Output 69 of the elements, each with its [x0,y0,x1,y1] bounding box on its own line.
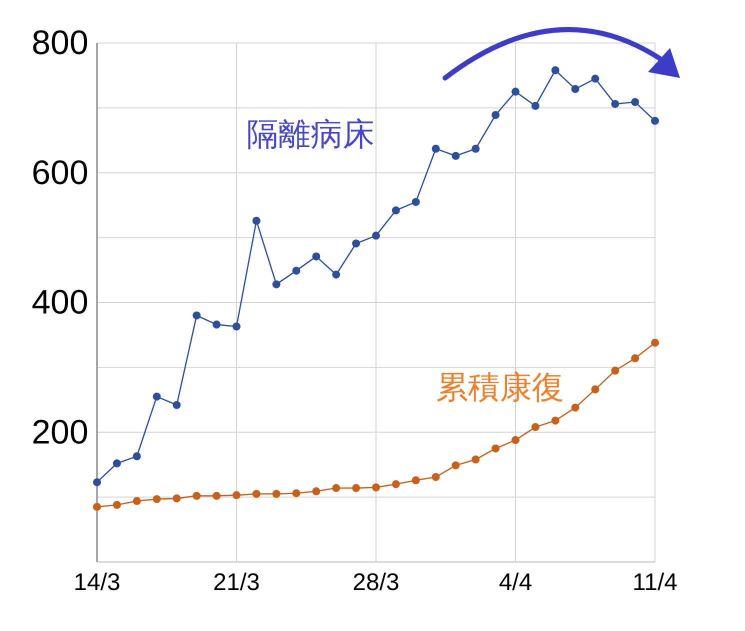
point [392,206,400,214]
point [232,491,240,500]
point [93,502,101,511]
point [531,102,540,110]
point [472,455,480,464]
point [312,252,320,260]
point [571,85,580,94]
point [631,98,640,106]
point [432,473,440,482]
point [132,497,141,506]
point [212,492,221,500]
point [192,311,201,320]
point [172,494,181,502]
point [472,144,480,153]
point [551,66,560,74]
point [152,495,161,504]
point [212,320,221,329]
series-label: 隔離病床 [246,114,374,153]
point [432,144,440,153]
point [412,198,420,206]
point [372,483,380,492]
y-tick-label: 600 [32,154,88,192]
point [132,452,141,460]
point [93,478,101,486]
point [591,385,600,394]
point [352,239,360,248]
point [192,492,201,500]
point [412,476,420,484]
point [372,232,380,240]
point [172,401,181,410]
y-tick-label: 200 [32,413,88,452]
x-tick-label: 21/3 [213,569,260,596]
point [332,484,340,492]
point [392,480,400,488]
point [252,216,260,225]
point [611,366,620,375]
point [352,484,360,492]
point [272,280,280,288]
point [232,322,240,331]
x-tick-label: 4/4 [498,569,532,596]
point [272,490,280,498]
point [452,461,460,470]
point [631,354,640,362]
x-tick-label: 28/3 [352,569,400,596]
point [531,423,540,432]
point [571,404,580,412]
y-tick-label: 400 [32,284,88,322]
point [252,490,260,498]
point [312,487,320,496]
series-label: 累積康復 [436,368,564,406]
point [152,392,161,401]
x-tick-label: 14/3 [74,569,120,596]
x-tick-label: 11/4 [632,569,678,596]
point [512,88,520,96]
point [651,338,659,347]
point [551,416,560,425]
point [112,459,121,468]
point [591,74,600,83]
point [611,100,620,108]
point [512,436,520,444]
point [651,116,659,125]
point [112,500,121,509]
y-tick-label: 800 [32,24,88,62]
point [292,489,300,498]
point [452,152,460,160]
point [292,266,300,275]
point [492,111,500,120]
point [332,270,340,279]
point [492,444,500,452]
